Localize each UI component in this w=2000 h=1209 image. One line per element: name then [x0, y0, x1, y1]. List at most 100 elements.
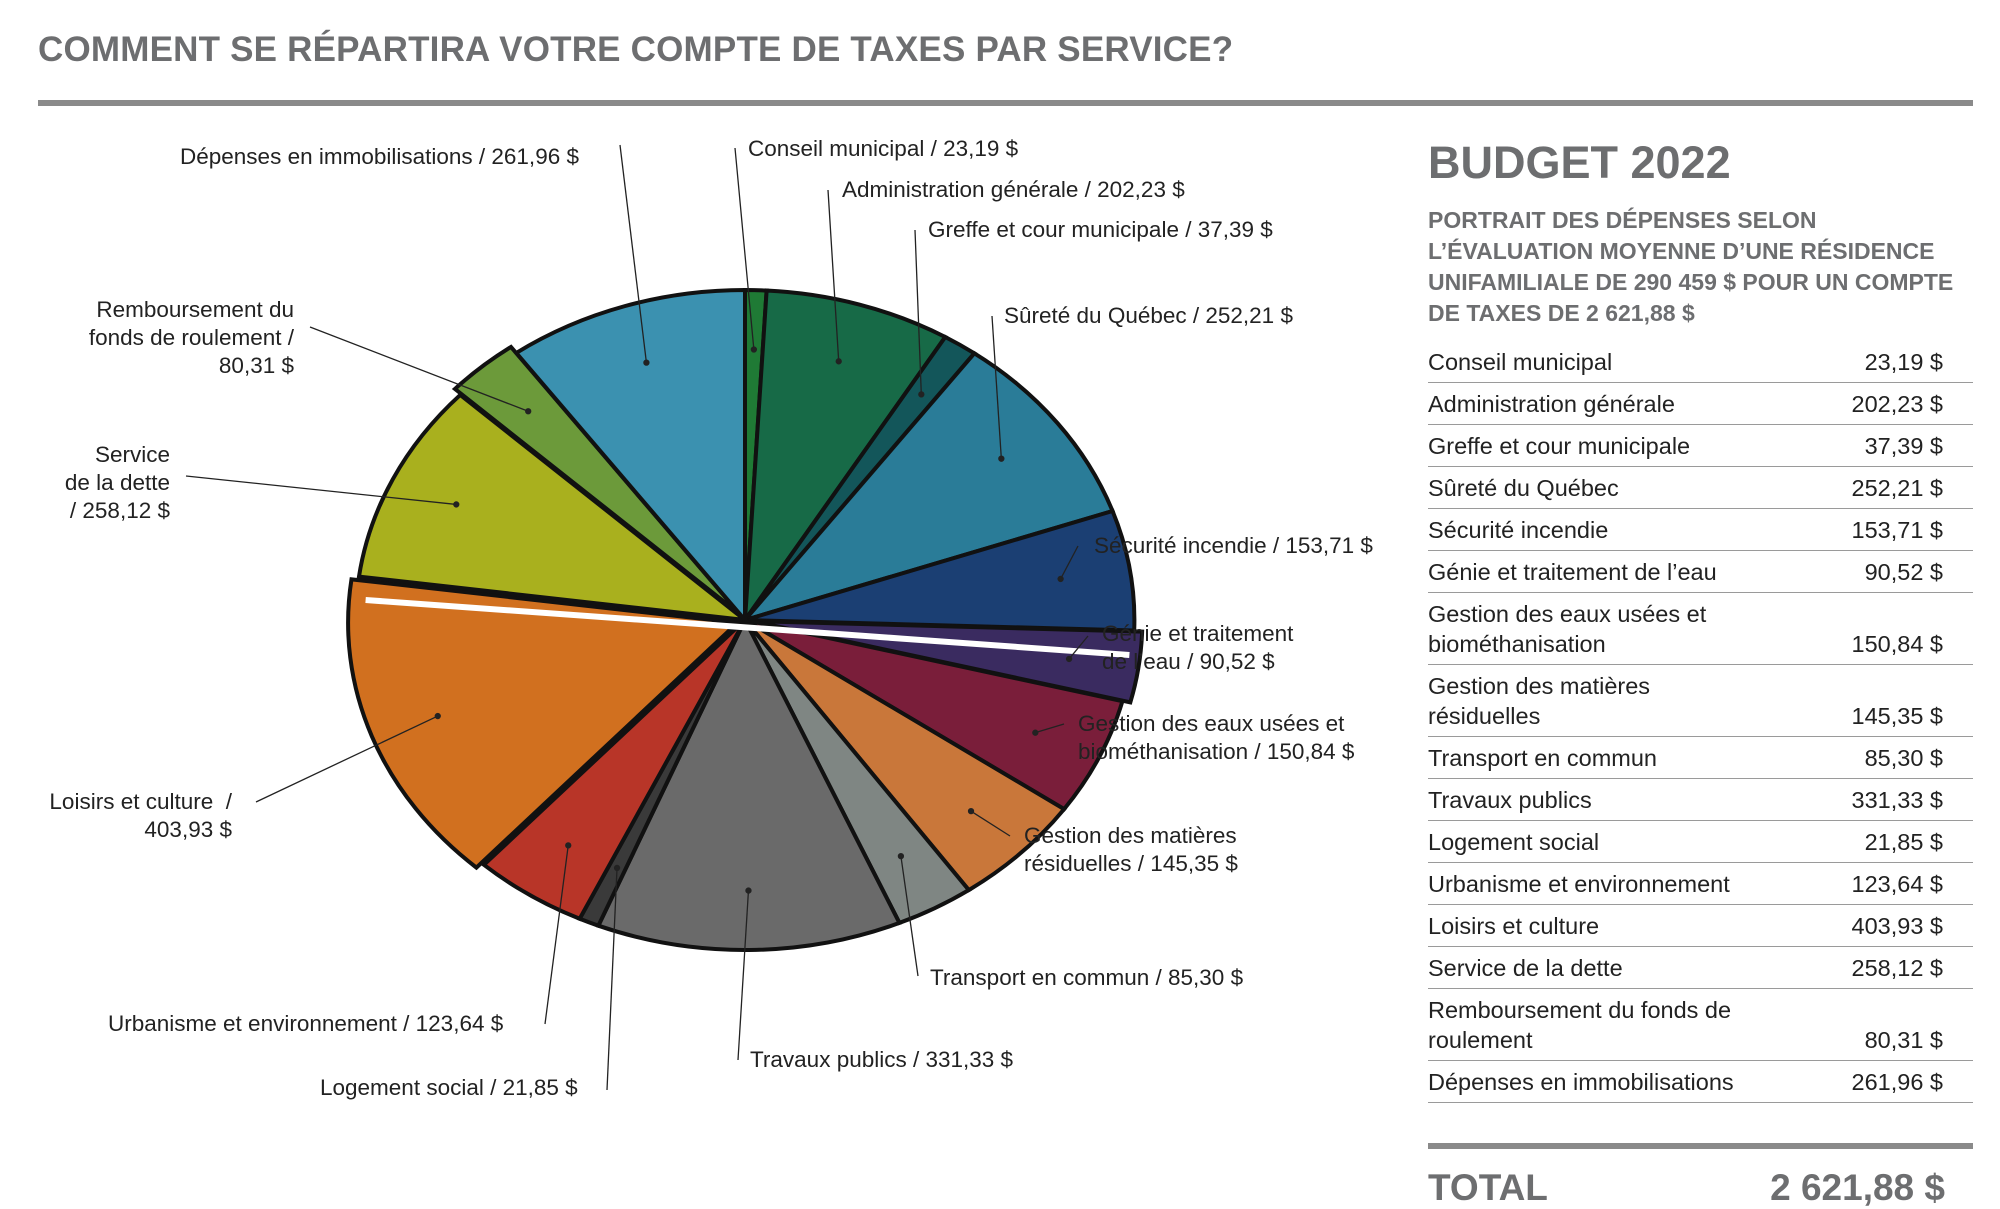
- leader-dot: [453, 501, 460, 508]
- budget-table: Conseil municipal 23,19 $ Administration g…: [1428, 341, 1973, 1103]
- pie-slice: [743, 618, 1125, 812]
- leader-line: [185, 475, 457, 506]
- budget-row-value: 202,23 $: [1758, 382, 1973, 425]
- budget-subtitle: PORTRAIT DES DÉPENSES SELON L’ÉVALUATION…: [1428, 207, 1954, 326]
- budget-row-name: Sécurité incendie: [1428, 508, 1758, 551]
- leader-dot: [525, 408, 532, 415]
- budget-row-value: 123,64 $: [1758, 862, 1973, 905]
- pie-label-travaux: Travaux publics / 331,33 $: [750, 1047, 1014, 1072]
- budget-row-value: 85,30 $: [1758, 736, 1973, 779]
- pie-label-incendie: Sécurité incendie / 153,71 $: [1094, 533, 1373, 558]
- total-divider: [1428, 1143, 1973, 1149]
- pie-label-greffe: Greffe et cour municipale / 37,39 $: [928, 217, 1273, 242]
- budget-row-name: Dépenses en immobilisations: [1428, 1060, 1758, 1103]
- leader-dot: [434, 712, 441, 720]
- pie-label-transport: Transport en commun / 85,30 $: [930, 965, 1244, 990]
- pie-slice: [513, 287, 747, 626]
- pie-label-logement: Logement social / 21,85 $: [320, 1075, 578, 1100]
- total-label: TOTAL: [1428, 1167, 1548, 1208]
- budget-row-name: Service de la dette: [1428, 946, 1758, 989]
- budget-row: Travaux publics 331,33 $: [1428, 778, 1973, 821]
- leader-dot: [835, 358, 842, 365]
- budget-row-value: 37,39 $: [1758, 424, 1973, 467]
- budget-row: Loisirs et culture 403,93 $: [1428, 904, 1973, 947]
- budget-panel: BUDGET 2022 PORTRAIT DES DÉPENSES SELON …: [1428, 135, 1973, 1209]
- leader-dot: [1065, 655, 1073, 663]
- pie-label-surete: Sûreté du Québec / 252,21 $: [1004, 303, 1293, 328]
- pie-slice: [356, 392, 752, 623]
- budget-row-value: 23,19 $: [1758, 341, 1973, 383]
- leader-line: [900, 856, 919, 977]
- pie-slice: [744, 508, 1137, 633]
- budget-row: Transport en commun 85,30 $: [1428, 736, 1973, 779]
- total-value: 2 621,88 $: [1770, 1167, 1945, 1208]
- leader-dot: [918, 391, 925, 398]
- budget-row: Remboursement du fonds de roulement 80,31…: [1428, 988, 1973, 1061]
- leader-dot: [750, 346, 758, 353]
- leader-line: [991, 315, 1002, 459]
- leader-line: [255, 715, 439, 803]
- pie-label-dette: Service de la dette / 258,12 $: [64, 442, 170, 523]
- leader-line: [827, 189, 840, 362]
- pie-label-conseil: Conseil municipal / 23,19 $: [748, 136, 1019, 161]
- pie-separator: [365, 597, 1130, 658]
- budget-row-value: 403,93 $: [1758, 904, 1973, 947]
- budget-row-value: 80,31 $: [1758, 988, 1973, 1061]
- leader-line: [1068, 635, 1089, 660]
- pie-slice: [595, 615, 903, 952]
- budget-row-name: Remboursement du fonds de roulement: [1428, 988, 1758, 1061]
- leader-dot: [643, 359, 650, 366]
- pie-label-genie: Génie et traitement de l’eau / 90,52 $: [1102, 621, 1294, 674]
- budget-row-name: Travaux publics: [1428, 778, 1758, 821]
- pie-slice: [480, 618, 747, 922]
- leader-line: [734, 147, 755, 350]
- budget-row: Gestion des matières résiduelles 145,35 $: [1428, 664, 1973, 737]
- leader-dot: [998, 455, 1005, 462]
- leader-dot: [745, 887, 752, 894]
- budget-row-name: Conseil municipal: [1428, 341, 1758, 383]
- budget-row-name: Urbanisme et environnement: [1428, 862, 1758, 905]
- budget-row: Dépenses en immobilisations 261,96 $: [1428, 1060, 1973, 1103]
- pie-slice: [451, 344, 742, 616]
- budget-row-value: 90,52 $: [1758, 550, 1973, 593]
- pie-label-fonds: Remboursement du fonds de roulement / 80…: [88, 297, 294, 378]
- budget-heading: BUDGET 2022: [1428, 137, 1731, 188]
- leader-line: [970, 810, 1011, 837]
- budget-row-name: Sûreté du Québec: [1428, 466, 1758, 509]
- leader-line: [1060, 545, 1079, 580]
- pie-label-eaux: Gestion des eaux usées et biométhanisati…: [1078, 711, 1355, 764]
- budget-row: Gestion des eaux usées et biométhanisati…: [1428, 592, 1973, 665]
- leader-line: [737, 890, 750, 1061]
- pie-slice: [346, 577, 743, 871]
- leader-dot: [967, 807, 975, 815]
- leader-dot: [565, 842, 572, 849]
- leader-line: [606, 867, 618, 1091]
- leader-dot: [897, 853, 905, 860]
- leader-dot: [1057, 575, 1064, 583]
- budget-row-name: Greffe et cour municipale: [1428, 424, 1758, 467]
- budget-row-name: Gestion des matières résiduelles: [1428, 664, 1758, 737]
- budget-row-name: Gestion des eaux usées et biométhanisati…: [1428, 592, 1758, 665]
- leader-line: [1035, 723, 1065, 734]
- budget-row-name: Génie et traitement de l’eau: [1428, 550, 1758, 593]
- budget-row: Greffe et cour municipale 37,39 $: [1428, 424, 1973, 467]
- budget-row-value: 261,96 $: [1758, 1060, 1973, 1103]
- pie-label-immob: Dépenses en immobilisations / 261,96 $: [180, 144, 579, 169]
- pie-label-urbanisme: Urbanisme et environnement / 123,64 $: [108, 1011, 504, 1036]
- budget-row: Administration générale 202,23 $: [1428, 382, 1973, 425]
- pie-label-matieres: Gestion des matières résiduelles / 145,3…: [1024, 823, 1238, 876]
- pie-label-admin: Administration générale / 202,23 $: [842, 177, 1185, 202]
- pie-slice: [742, 288, 949, 627]
- budget-row: Service de la dette 258,12 $: [1428, 946, 1973, 989]
- leader-line: [619, 144, 648, 363]
- budget-row-value: 21,85 $: [1758, 820, 1973, 863]
- budget-row-value: 258,12 $: [1758, 946, 1973, 989]
- pie-label-loisirs: Loisirs et culture / 403,93 $: [49, 789, 232, 842]
- budget-row-value: 331,33 $: [1758, 778, 1973, 821]
- budget-row-value: 252,21 $: [1758, 466, 1973, 509]
- budget-row-name: Administration générale: [1428, 382, 1758, 425]
- budget-row: Logement social 21,85 $: [1428, 820, 1973, 863]
- budget-row: Conseil municipal 23,19 $: [1428, 341, 1973, 383]
- budget-row-value: 150,84 $: [1758, 592, 1973, 665]
- budget-row: Sûreté du Québec 252,21 $: [1428, 466, 1973, 509]
